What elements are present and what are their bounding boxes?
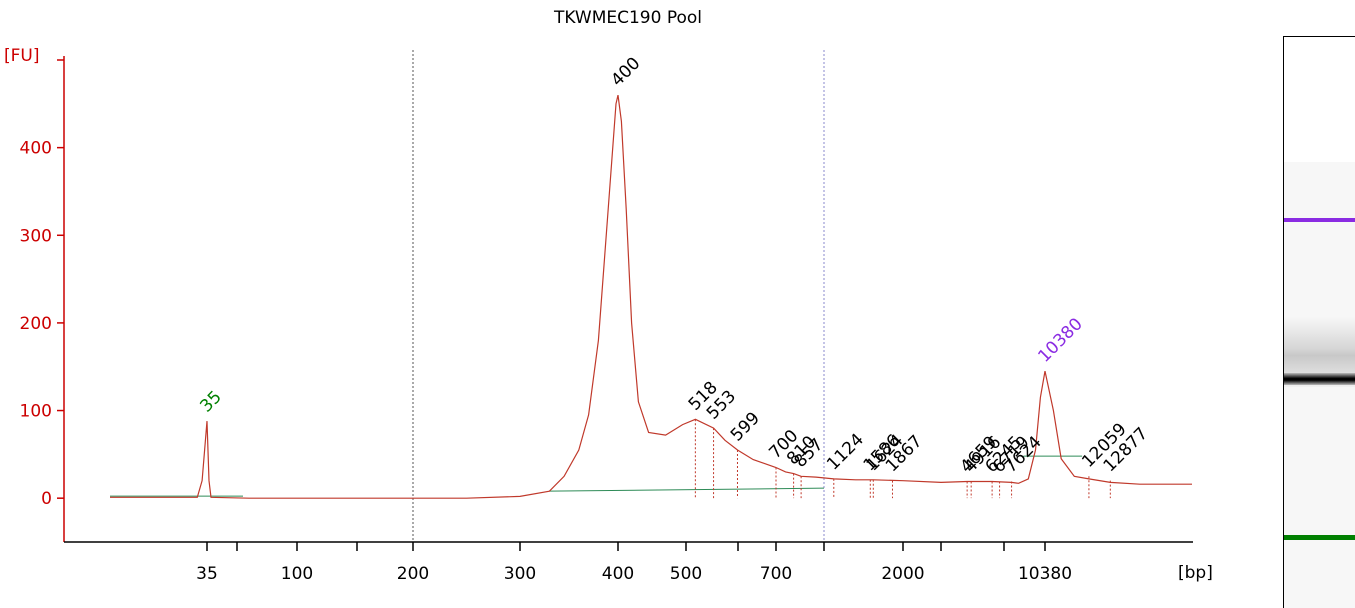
y-tick-label: 0 <box>41 489 52 509</box>
electropherogram-chart: TKWMEC190 Pool [FU] [bp] 0 100 200 300 400 35… <box>4 8 1213 584</box>
x-tick-label: 10380 <box>1018 564 1072 584</box>
signal-trace <box>110 94 1192 499</box>
peak-label: 35 <box>196 387 225 416</box>
gel-lane <box>1283 36 1355 608</box>
peak-label: 10380 <box>1034 314 1086 366</box>
x-tick-label: 700 <box>760 564 792 584</box>
x-tick-label: 35 <box>196 564 218 584</box>
y-tick-label: 200 <box>20 314 52 334</box>
x-axis-label: [bp] <box>1178 563 1213 583</box>
peak-label: 599 <box>727 408 764 445</box>
y-axis-label: [FU] <box>4 46 40 66</box>
peak-label: 1124 <box>823 430 868 475</box>
x-tick-label: 100 <box>281 564 313 584</box>
integration-baseline <box>549 487 825 492</box>
x-tick-label: 500 <box>670 564 702 584</box>
x-tick-label: 2000 <box>881 564 924 584</box>
y-tick-label: 300 <box>20 226 52 246</box>
peak-label: 400 <box>607 54 644 91</box>
gel-main-band <box>1284 373 1355 385</box>
gel-lower-marker-band <box>1284 535 1355 540</box>
y-tick-label: 400 <box>20 139 52 159</box>
y-tick-label: 100 <box>20 402 52 422</box>
chart-title: TKWMEC190 Pool <box>553 8 702 28</box>
gel-upper-marker-band <box>1284 218 1355 222</box>
x-tick-label: 400 <box>602 564 634 584</box>
x-tick-label: 300 <box>504 564 536 584</box>
x-tick-label: 200 <box>397 564 429 584</box>
